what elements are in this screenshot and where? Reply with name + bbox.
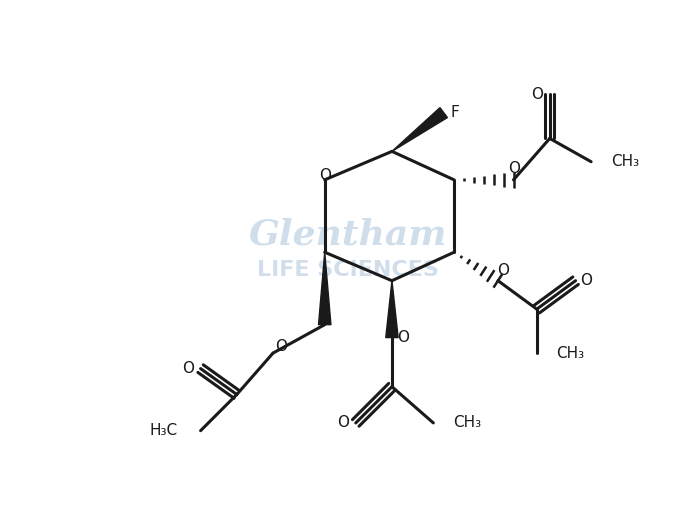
- Text: CH₃: CH₃: [611, 154, 639, 169]
- Text: O: O: [275, 340, 287, 355]
- Text: F: F: [451, 105, 459, 120]
- Text: Glentham: Glentham: [248, 217, 448, 251]
- Text: O: O: [337, 415, 349, 431]
- Polygon shape: [319, 252, 331, 324]
- Text: H₃C: H₃C: [149, 423, 177, 438]
- Text: CH₃: CH₃: [556, 346, 585, 360]
- Text: LIFE SCIENCES: LIFE SCIENCES: [257, 261, 439, 280]
- Text: O: O: [182, 361, 193, 376]
- Polygon shape: [392, 108, 448, 151]
- Text: O: O: [580, 273, 592, 288]
- Polygon shape: [386, 281, 398, 337]
- Text: O: O: [319, 168, 331, 183]
- Text: O: O: [508, 161, 520, 176]
- Text: O: O: [397, 330, 409, 345]
- Text: CH₃: CH₃: [453, 415, 481, 431]
- Text: O: O: [531, 87, 543, 102]
- Text: O: O: [497, 263, 509, 278]
